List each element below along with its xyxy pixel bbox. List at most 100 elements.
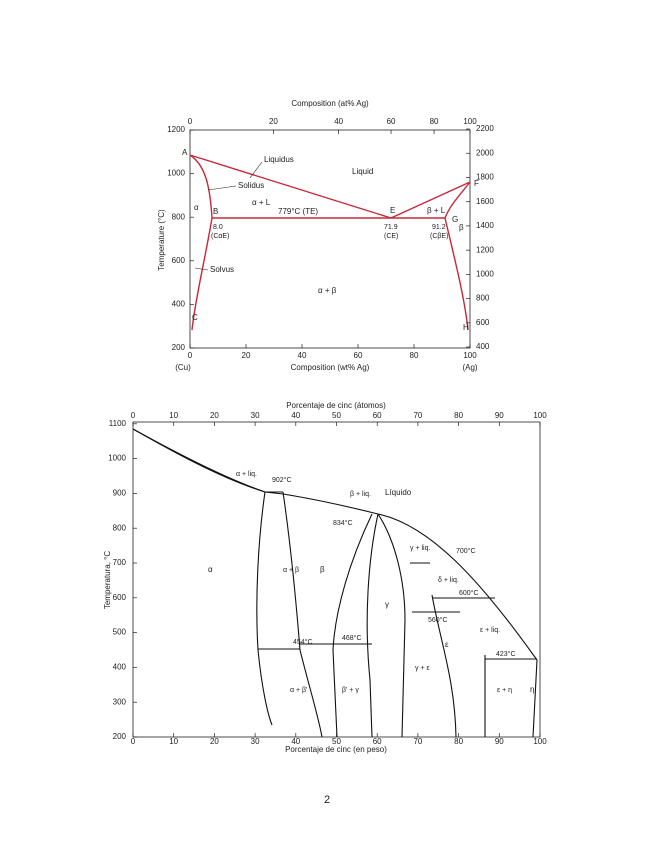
invariant-line [258,562,537,660]
label: α + β [318,286,337,295]
label: 600°C [459,589,479,597]
y-tick-label: 1200 [476,245,494,254]
y-tick-label: 2000 [476,148,494,157]
label: α [194,203,199,212]
label: F [474,179,479,188]
x-tick-label: 50 [332,737,341,746]
solidus-line [132,428,266,493]
label: 560°C [428,616,448,624]
x-tick-label: 60 [373,737,382,746]
x-tick-label: 40 [291,411,300,420]
label: (CαE) [211,233,229,240]
x-tick-label: 40 [291,737,300,746]
label: β [459,223,464,232]
y-tick-label: 800 [172,212,186,221]
y-tick-label: 700 [113,558,127,567]
label: H [463,323,469,332]
label: 71.9 [384,224,398,231]
x-tick-label: 0 [188,117,193,126]
label: ε [445,640,449,649]
label: ε + η [497,687,512,694]
axis-title: Temperature (°C) [157,209,166,271]
y-tick-label: 1000 [476,269,494,278]
label: α + liq. [236,471,257,478]
x-tick-label: 50 [332,411,341,420]
x-tick-label: 80 [454,737,463,746]
y-tick-label: 300 [113,697,127,706]
label: γ + liq. [410,545,430,552]
axis-title: Porcentaje de cinc (en peso) [285,745,387,754]
label: γ + ε [415,665,430,672]
label: Liquid [352,167,373,176]
y-tick-label: 800 [476,294,490,303]
x-tick-label: 80 [430,117,439,126]
y-tick-label: 1000 [108,454,126,463]
x-tick-label: 60 [354,351,363,360]
figure-cu-ag: Liquidus Solidus Solvus Liquid α + L β +… [157,99,494,372]
y-tick-label: 400 [113,663,127,672]
leader-line [194,161,263,271]
x-tick-label: 10 [169,411,178,420]
y-tick-label: 1200 [167,125,185,134]
label: E [390,206,395,215]
x-tick-label: 70 [413,737,422,746]
y-tick-label: 1800 [476,173,494,182]
x-tick-label: 20 [269,117,278,126]
axis-title: Porcentaje de cinc (átomos) [286,401,386,410]
label: (CβE) [430,233,448,240]
label: β + L [427,206,446,215]
y-tick-label: 400 [476,342,490,351]
y-tick-label: 1600 [476,197,494,206]
label: (Ag) [462,363,477,372]
solvus-line [444,217,469,331]
x-tick-label: 0 [131,737,136,746]
x-tick-label: 80 [454,411,463,420]
y-tick-label: 500 [113,628,127,637]
phase-boundary [377,513,406,738]
y-tick-label: 600 [113,593,127,602]
axis-title: Composition (wt% Ag) [291,363,370,372]
x-tick-label: 90 [495,411,504,420]
solidus-line [444,181,471,219]
label: 700°C [456,547,476,555]
y-tick-label: 1100 [109,419,127,428]
label: 91.2 [432,224,446,231]
label: ε + liq. [480,627,500,634]
plot-frame [132,421,541,738]
x-tick-label: 80 [410,351,419,360]
y-tick-label: 1000 [167,169,185,178]
phase-boundary [431,594,538,738]
label: (CE) [384,233,398,240]
label: α + L [252,198,271,207]
phase-boundary [332,513,373,738]
y-tick-label: 800 [113,523,127,532]
label: 454°C [293,638,313,646]
solidus-line [189,154,213,219]
x-tick-label: 10 [169,737,178,746]
label: 834°C [333,519,353,527]
label: α [208,565,213,574]
x-tick-label: 100 [463,351,477,360]
y-tick-label: 200 [113,732,127,741]
label: γ [385,600,389,609]
label: β' + γ [342,687,359,694]
label: β + liq. [350,491,371,498]
x-tick-label: 20 [210,411,219,420]
label: β [320,565,325,574]
x-tick-label: 0 [188,351,193,360]
y-tick-label: 600 [172,256,186,265]
label: 8.0 [213,224,223,231]
label: 423°C [496,650,516,658]
x-tick-label: 100 [463,117,477,126]
phase-boundary [366,513,379,738]
x-tick-label: 90 [495,737,504,746]
x-tick-label: 20 [210,737,219,746]
phase-boundary [256,491,273,726]
label: α + β' [290,687,307,694]
phase-boundary [282,491,323,738]
label: 468°C [342,634,362,642]
y-tick-label: 200 [172,343,186,352]
label: α + β [283,567,299,574]
y-tick-label: 400 [172,300,186,309]
label: A [182,148,188,157]
